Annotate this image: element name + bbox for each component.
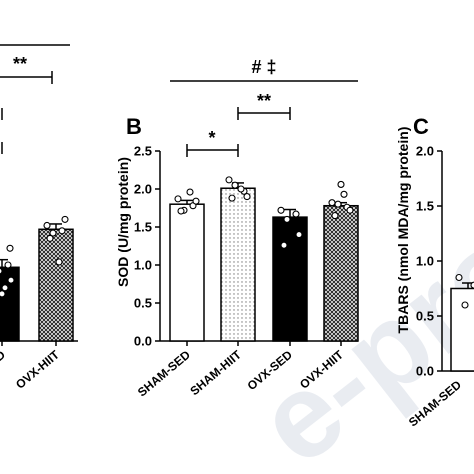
data-point [243,193,251,201]
data-point [186,188,194,196]
data-point [331,212,339,220]
data-point [61,215,69,223]
y-tick-label: 1.5 [134,220,152,235]
y-tick-label: 0.0 [134,334,152,349]
panel-b-annotation-star: * [208,128,215,148]
bar [323,204,359,342]
y-tick-label: 0.5 [416,309,434,324]
data-point [470,281,474,289]
panel-b-annotation-hash-ddagger: # ‡ [251,57,276,77]
panel-b-letter: B [126,114,142,139]
data-point [277,206,285,214]
data-point [328,199,336,207]
bar [450,287,474,372]
data-point [283,215,291,223]
data-point [0,290,6,298]
data-point [337,180,345,188]
data-point [225,176,233,184]
data-point [231,181,239,189]
data-point [49,229,57,237]
y-tick-label: 2.0 [134,182,152,197]
data-point [46,234,54,242]
data-point [461,301,469,309]
panel-c-y-axis-label: TBARS (nmol MDA/mg protein) [395,127,411,334]
panel-a-significance-bracket [0,71,53,84]
panel-b-category-label: SHAM-HIIT [187,347,244,398]
panel-c-letter: C [413,114,429,139]
y-tick-label: 0.5 [134,296,152,311]
data-point [177,207,185,215]
data-point [455,273,463,282]
data-point [340,190,348,198]
y-tick-label: 0.0 [416,364,434,379]
data-point [292,210,300,218]
y-tick-label: 1.0 [134,258,152,273]
panel-b-bracket-ovx [237,107,291,120]
data-point [346,206,354,214]
data-point [228,194,236,202]
data-point [58,227,66,235]
y-tick-label: 2.5 [134,144,152,159]
data-point [174,195,182,203]
panel-a-annotation-double-star: ** [13,54,27,74]
panel-a-category-label: OVX-HIIT [13,347,62,392]
panel-b-bracket-sham [186,144,239,157]
y-tick-label: 1.5 [416,199,434,214]
data-point [334,200,342,208]
data-point [192,197,200,205]
panel-b-annotation-double-star: ** [257,91,271,111]
bar [38,228,74,342]
data-point [43,221,51,230]
data-point [280,241,288,249]
data-point [1,284,9,292]
bar [220,187,256,342]
bar [272,216,308,342]
bar [169,203,205,342]
panel-b-category-label: SHAM-SED [135,347,193,399]
panel-a-category-label: SHAM-SED [0,347,8,399]
data-point [7,276,15,284]
y-tick-label: 2.0 [416,144,434,159]
data-point [6,244,14,252]
data-point [4,261,12,269]
data-point [295,231,303,239]
y-tick-label: 1.0 [416,254,434,269]
panel-b-y-axis-label: SOD (U/mg protein) [115,157,131,287]
panel-a: ** SHAM-SED OVX-HIIT [0,44,78,399]
data-point [55,258,63,266]
data-point [237,185,245,193]
data-point [0,267,3,275]
